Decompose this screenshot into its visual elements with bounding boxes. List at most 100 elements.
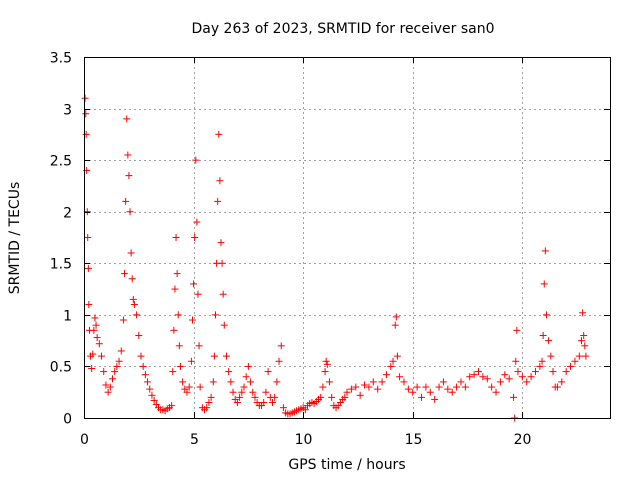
data-point: [540, 280, 548, 288]
data-point: [207, 393, 215, 401]
data-point: [217, 239, 225, 247]
data-point: [404, 385, 412, 393]
data-point: [409, 388, 417, 396]
data-point: [352, 383, 360, 391]
data-point: [275, 357, 283, 365]
data-point: [195, 342, 203, 350]
data-point: [539, 331, 547, 339]
data-point: [361, 381, 369, 389]
data-point: [501, 371, 509, 379]
data-point: [322, 357, 330, 365]
x-tick-label: 0: [80, 432, 89, 448]
data-point: [518, 373, 526, 381]
data-point: [210, 352, 218, 360]
data-point: [212, 311, 219, 319]
data-point: [369, 378, 377, 386]
data-point: [325, 378, 333, 386]
data-point: [169, 368, 177, 376]
x-axis-ticks: 0 5 10 15 20: [80, 57, 531, 448]
data-point: [323, 360, 331, 368]
data-point: [242, 373, 250, 381]
data-point: [104, 388, 112, 396]
data-point: [575, 352, 583, 360]
data-point: [268, 399, 276, 407]
data-point: [439, 378, 447, 386]
data-point: [236, 393, 244, 401]
data-point: [216, 177, 224, 185]
data-point: [84, 234, 92, 241]
data-point: [580, 331, 588, 339]
data-point: [117, 347, 125, 355]
data-point: [422, 383, 430, 391]
data-point: [88, 364, 96, 372]
data-point: [514, 368, 522, 376]
data-point: [168, 402, 176, 410]
data-point: [191, 234, 199, 241]
data-point: [172, 234, 180, 241]
data-point: [220, 321, 228, 329]
data-point: [382, 371, 390, 379]
y-tick-label: 2: [63, 206, 72, 222]
data-point: [301, 406, 309, 414]
data-point: [496, 378, 504, 386]
data-point: [475, 368, 482, 376]
grid-lines: [84, 57, 610, 418]
data-point: [215, 130, 223, 138]
data-point: [150, 396, 158, 404]
data-point: [227, 378, 235, 386]
data-point: [444, 385, 452, 393]
x-tick-label: 15: [405, 432, 423, 448]
data-point: [387, 362, 395, 370]
data-point: [343, 388, 351, 396]
data-point: [431, 395, 439, 403]
data-point: [188, 316, 196, 324]
data-point: [317, 393, 325, 401]
data-point: [91, 314, 99, 322]
data-point: [183, 388, 191, 396]
data-point: [174, 311, 182, 319]
data-point: [271, 393, 279, 401]
data-point: [378, 378, 386, 386]
data-point: [238, 388, 246, 396]
data-point: [106, 383, 114, 391]
x-axis-label: GPS time / hours: [288, 457, 405, 473]
data-point: [513, 326, 521, 334]
data-point: [553, 383, 561, 391]
data-point: [558, 378, 566, 386]
data-point: [108, 375, 116, 383]
data-point: [347, 385, 355, 393]
data-point: [111, 368, 119, 376]
data-point: [523, 378, 531, 386]
data-point: [389, 357, 397, 365]
data-point: [209, 378, 217, 386]
data-point: [273, 378, 281, 386]
data-point: [175, 342, 183, 350]
data-point: [82, 110, 90, 118]
data-point: [190, 280, 198, 288]
y-tick-label: 1: [63, 309, 72, 325]
data-point: [396, 373, 404, 381]
data-point: [173, 270, 181, 278]
data-point: [185, 383, 193, 391]
data-point: [141, 371, 149, 379]
data-point: [461, 383, 469, 391]
data-point: [225, 368, 233, 376]
data-point: [579, 309, 587, 317]
data-point: [187, 357, 195, 365]
data-point: [89, 350, 97, 358]
data-points: [81, 94, 590, 422]
data-point: [264, 368, 272, 376]
data-point: [148, 391, 156, 399]
data-point: [413, 383, 421, 391]
x-tick-label: 10: [295, 432, 313, 448]
data-point: [365, 383, 373, 391]
data-point: [113, 362, 121, 370]
data-point: [562, 368, 570, 376]
data-point: [240, 383, 248, 391]
data-point: [219, 290, 227, 298]
data-point: [129, 295, 137, 303]
data-point: [124, 151, 132, 159]
data-point: [85, 301, 93, 309]
data-point: [139, 362, 147, 370]
data-point: [222, 352, 230, 360]
